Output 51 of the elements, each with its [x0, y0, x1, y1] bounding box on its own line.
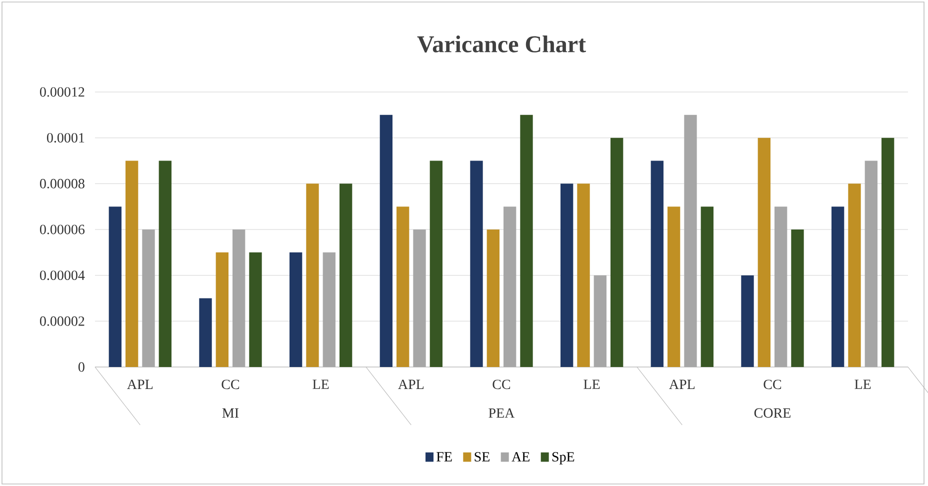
bar	[470, 160, 483, 367]
legend-label: SpE	[552, 452, 574, 464]
bar	[668, 206, 680, 367]
y-tick-label: 0.00008	[40, 178, 84, 188]
bar	[158, 160, 172, 367]
bar	[848, 184, 861, 367]
y-tick-label: 0.00002	[40, 316, 84, 326]
bar	[396, 206, 410, 367]
legend-label: AE	[512, 452, 530, 462]
x-tick-label: LE	[854, 380, 871, 389]
y-tick-label: 0.00004	[40, 270, 85, 280]
x-tick-label: CC	[492, 380, 510, 390]
bar	[486, 229, 500, 367]
x-tick-label: CC	[222, 380, 240, 390]
bar	[560, 184, 574, 367]
x-tick-label: APL	[127, 380, 153, 389]
bar	[306, 184, 319, 367]
x-tick-label: CC	[764, 380, 782, 390]
x-tick-label: APL	[398, 380, 424, 389]
bar	[610, 138, 624, 367]
bar	[126, 160, 138, 367]
bar	[430, 160, 442, 367]
bar	[216, 252, 228, 367]
text: CORE	[754, 408, 790, 418]
bar	[290, 252, 302, 367]
text: MI	[222, 408, 239, 418]
bar	[520, 114, 533, 367]
bar	[741, 275, 754, 367]
y-tick-label: 0.00012	[40, 87, 84, 97]
bar	[340, 184, 352, 367]
x-tick-label: LE	[312, 380, 329, 389]
bar	[249, 252, 262, 367]
y-tick-label: 0.00006	[40, 224, 85, 234]
text: PEA	[488, 408, 515, 418]
bar	[108, 206, 122, 367]
y-tick-label: 0	[78, 362, 84, 372]
y-tick-label: 0.0001	[46, 133, 84, 143]
legend-label: FE	[436, 452, 452, 462]
bar	[577, 184, 590, 367]
chart-title: Varicance Chart	[417, 35, 586, 52]
bar	[882, 138, 894, 367]
bar	[650, 160, 664, 367]
bar	[199, 298, 212, 367]
x-tick-label: APL	[669, 380, 695, 389]
bar	[758, 138, 770, 367]
bar	[831, 206, 844, 367]
bar	[700, 206, 714, 367]
x-tick-label: LE	[584, 380, 600, 389]
legend-label: SE	[474, 452, 490, 462]
bar	[380, 114, 392, 367]
bar	[791, 229, 804, 367]
